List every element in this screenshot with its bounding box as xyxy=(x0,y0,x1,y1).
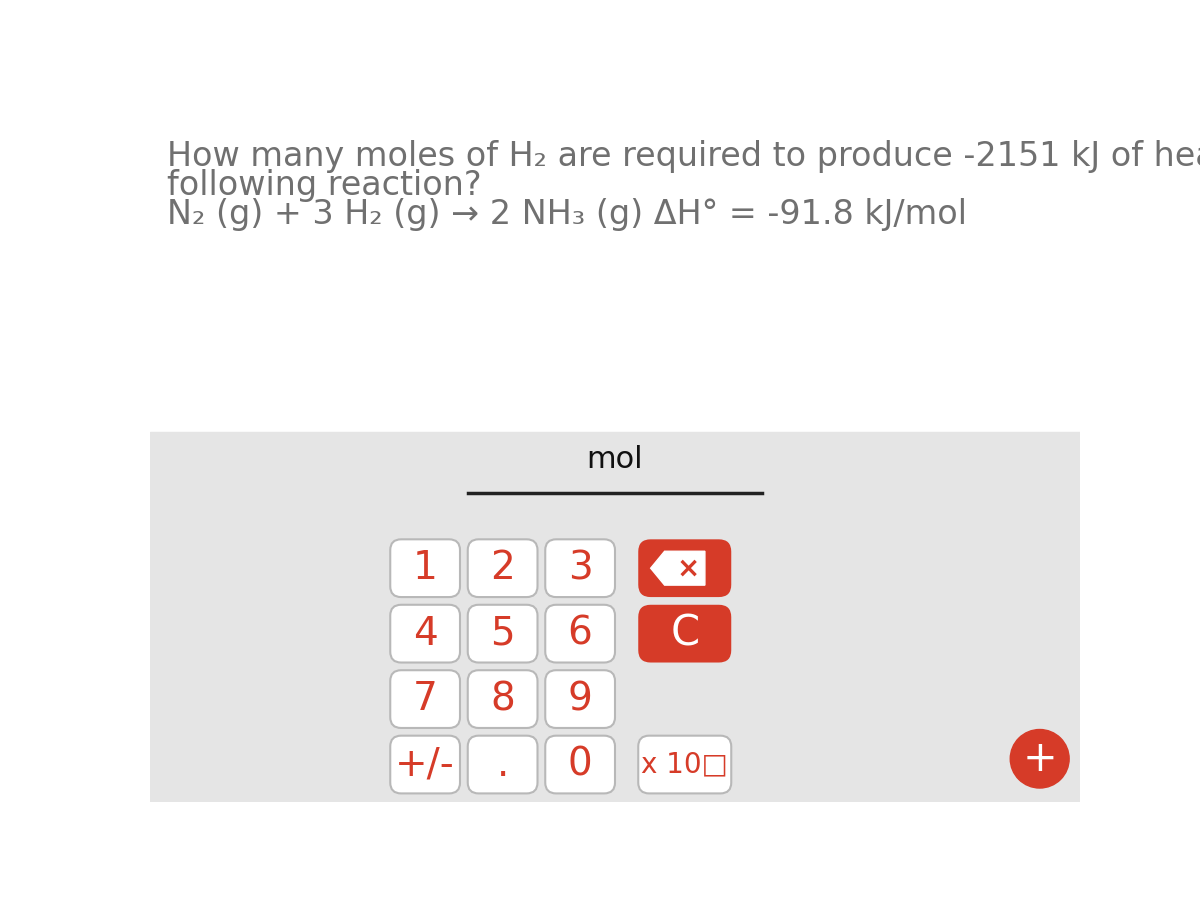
Text: 0: 0 xyxy=(568,745,593,784)
Text: .: . xyxy=(497,745,509,784)
Bar xyxy=(150,108,1080,432)
Text: 3: 3 xyxy=(568,550,593,587)
Text: x 10□: x 10□ xyxy=(641,751,728,778)
Text: 2: 2 xyxy=(491,550,515,587)
FancyBboxPatch shape xyxy=(638,605,731,662)
FancyBboxPatch shape xyxy=(468,670,538,728)
Text: 4: 4 xyxy=(413,614,438,652)
Text: How many moles of H₂ are required to produce -2151 kJ of heat in the: How many moles of H₂ are required to pro… xyxy=(167,141,1200,174)
FancyBboxPatch shape xyxy=(468,540,538,597)
FancyBboxPatch shape xyxy=(545,540,616,597)
FancyBboxPatch shape xyxy=(390,670,460,728)
Text: C: C xyxy=(670,613,700,655)
FancyBboxPatch shape xyxy=(468,605,538,662)
Text: mol: mol xyxy=(587,445,643,474)
Text: 6: 6 xyxy=(568,614,593,652)
Circle shape xyxy=(1010,730,1069,788)
FancyBboxPatch shape xyxy=(390,605,460,662)
FancyBboxPatch shape xyxy=(638,540,731,597)
Text: 9: 9 xyxy=(568,680,593,718)
Text: 7: 7 xyxy=(413,680,438,718)
FancyBboxPatch shape xyxy=(638,736,731,794)
FancyBboxPatch shape xyxy=(545,736,616,794)
FancyBboxPatch shape xyxy=(390,736,460,794)
Text: ×: × xyxy=(677,554,700,582)
FancyBboxPatch shape xyxy=(390,540,460,597)
Text: +: + xyxy=(1022,738,1057,779)
Text: +/-: +/- xyxy=(395,745,455,784)
Bar xyxy=(150,432,1080,802)
Text: N₂ (g) + 3 H₂ (g) → 2 NH₃ (g) ΔH° = -91.8 kJ/mol: N₂ (g) + 3 H₂ (g) → 2 NH₃ (g) ΔH° = -91.… xyxy=(167,197,967,231)
FancyBboxPatch shape xyxy=(545,605,616,662)
Polygon shape xyxy=(650,551,704,585)
Text: 5: 5 xyxy=(491,614,515,652)
FancyBboxPatch shape xyxy=(468,736,538,794)
Text: 8: 8 xyxy=(491,680,515,718)
FancyBboxPatch shape xyxy=(545,670,616,728)
Text: following reaction?: following reaction? xyxy=(167,169,481,202)
Text: 1: 1 xyxy=(413,550,438,587)
